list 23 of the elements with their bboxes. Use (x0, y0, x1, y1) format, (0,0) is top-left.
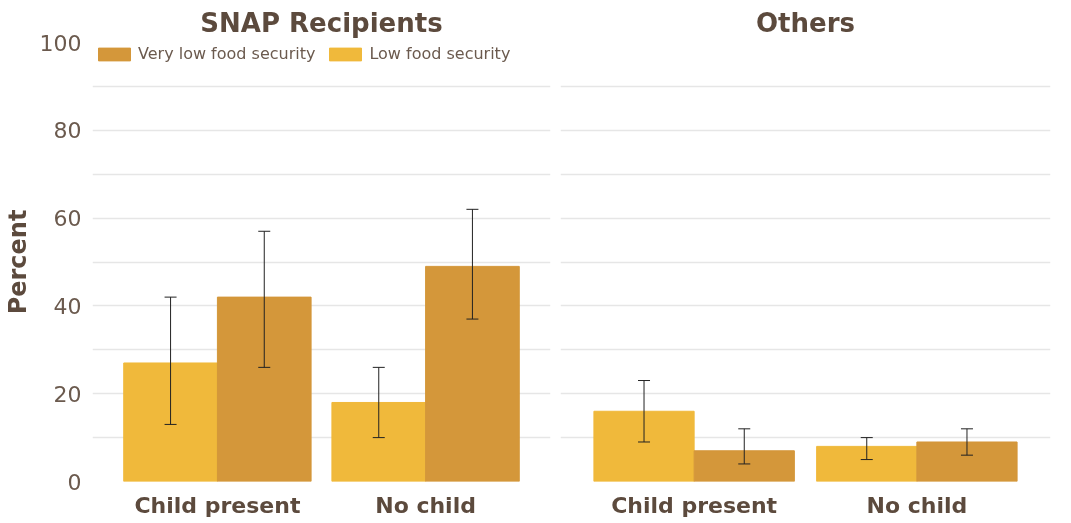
y-tick-label: 20 (53, 381, 82, 407)
bar (331, 401, 427, 482)
x-tick-label: No child (866, 492, 968, 518)
y-tick-label: 100 (39, 30, 82, 56)
x-tick-label: Child present (134, 492, 301, 518)
legend-label: Very low food security (138, 44, 316, 63)
bar (693, 450, 795, 482)
x-tick-label: Child present (611, 492, 778, 518)
y-tick-label: 40 (53, 293, 82, 319)
bar (425, 265, 520, 482)
y-tick-label: 0 (67, 469, 82, 495)
y-tick-label: 80 (53, 118, 82, 144)
y-tick-label: 60 (53, 206, 82, 232)
x-tick-label: No child (375, 492, 476, 518)
chart-title: SNAP Recipients (200, 7, 443, 38)
bar (593, 410, 695, 482)
bar (916, 441, 1018, 482)
bar (216, 296, 312, 482)
bar (123, 362, 218, 482)
legend-label: Low food security (369, 44, 511, 63)
bar (816, 445, 918, 482)
chart-title: Others (756, 7, 855, 38)
y-axis-title: Percent (3, 209, 32, 315)
